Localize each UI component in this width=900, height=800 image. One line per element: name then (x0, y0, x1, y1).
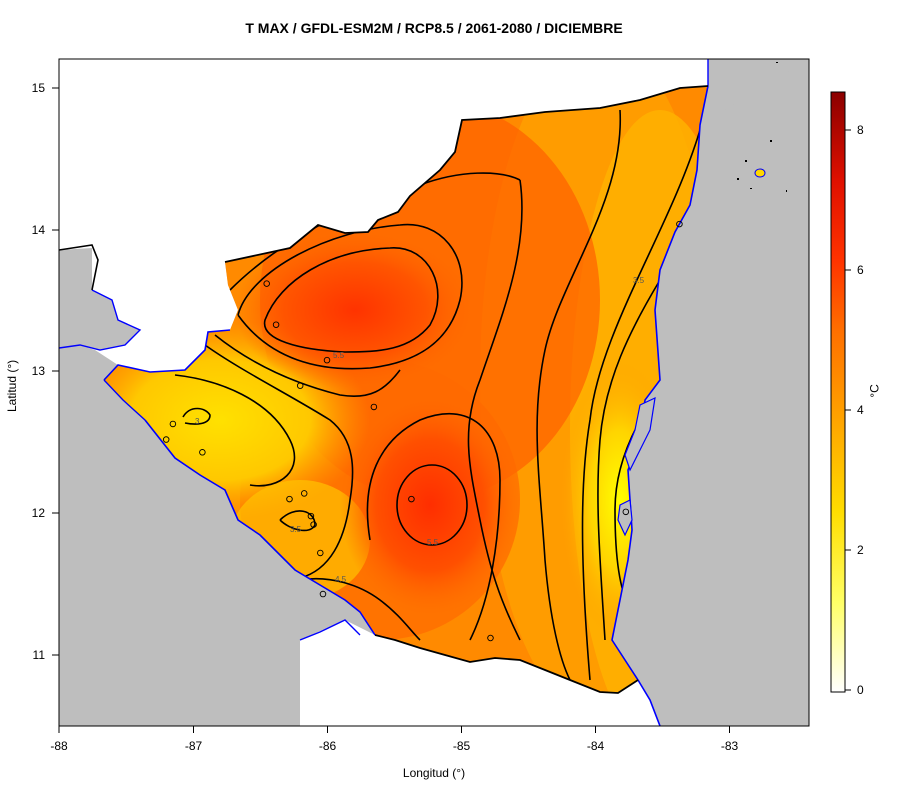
x-axis: -88 -87 -86 -85 -84 -83 (50, 726, 738, 753)
cays (737, 62, 787, 192)
contour-label: 3 (195, 417, 200, 426)
colorbar-tick-label: 2 (857, 543, 864, 557)
pacific-gulf-coast (103, 379, 146, 421)
x-tick-label: -83 (721, 739, 739, 753)
station-marker (323, 356, 331, 364)
island (754, 168, 766, 178)
x-tick-label: -88 (50, 739, 68, 753)
colorbar-tick-label: 4 (857, 403, 864, 417)
station-marker (286, 495, 293, 503)
chart-title: T MAX / GFDL-ESM2M / RCP8.5 / 2061-2080 … (245, 20, 623, 36)
station-marker (296, 382, 304, 389)
station-marker (272, 321, 280, 328)
station-marker (370, 403, 378, 411)
pearl-lagoon (617, 499, 633, 537)
costa-rica-border (374, 634, 639, 694)
y-tick-label: 12 (32, 506, 46, 520)
honduras-border (224, 85, 709, 263)
x-tick-label: -86 (319, 739, 337, 753)
ocean-gulf (59, 248, 140, 350)
honduras-coastline (59, 59, 709, 351)
contour-label: 3.5 (633, 276, 645, 285)
honduras-landmass (59, 59, 708, 372)
station-marker (307, 512, 315, 520)
contour-label: 5.5 (333, 351, 345, 360)
contour-label: 4.5 (335, 575, 347, 584)
y-axis: 15 14 13 12 11 (32, 81, 59, 662)
plot-frame (58, 58, 810, 727)
colorbar (830, 91, 846, 693)
x-axis-label: Longitud (°) (402, 766, 466, 780)
x-tick-label: -87 (185, 739, 203, 753)
contour-lines (174, 109, 701, 681)
station-marker (300, 490, 308, 497)
y-tick-label: 15 (32, 81, 46, 95)
colorbar-tick-label: 6 (857, 263, 864, 277)
contour-label: 3.5 (290, 525, 302, 534)
contour-label: 5.5 (427, 538, 439, 547)
el-salvador-border (59, 244, 99, 291)
costa-rica-coastline (299, 619, 361, 641)
station-marker (162, 436, 170, 443)
station-marker (310, 521, 317, 528)
station-marker (199, 449, 206, 456)
caribbean-lagoon (624, 396, 656, 472)
station-marker (622, 508, 630, 516)
colorbar-tick-label: 8 (857, 123, 864, 137)
station-marker (263, 280, 270, 287)
x-tick-label: -85 (453, 739, 471, 753)
y-tick-label: 11 (33, 648, 46, 662)
colorbar-axis: 8 6 4 2 0 (845, 123, 864, 697)
x-tick-label: -84 (587, 739, 605, 753)
station-marker (408, 495, 415, 503)
station-marker (319, 590, 327, 598)
weather-stations (162, 220, 683, 642)
map-layer: 3.5 4.5 5.5 5.5 3 3.5 (59, 59, 809, 726)
station-marker (487, 634, 494, 642)
station-marker (169, 420, 177, 428)
colorbar-tick-label: 0 (857, 683, 864, 697)
costa-rica-landmass (300, 620, 660, 726)
station-marker (676, 220, 683, 228)
y-tick-label: 14 (32, 223, 46, 237)
ocean-east (612, 59, 809, 726)
station-marker (317, 549, 324, 557)
y-tick-label: 13 (32, 364, 46, 378)
